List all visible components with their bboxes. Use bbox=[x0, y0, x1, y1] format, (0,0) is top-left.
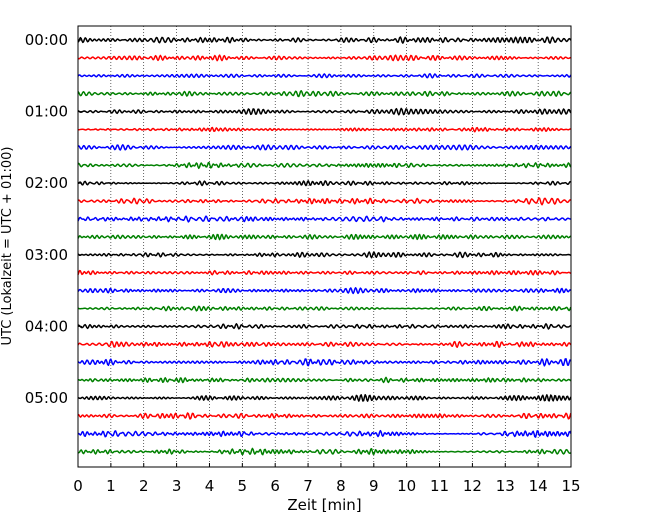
x-tick-label: 3 bbox=[172, 477, 182, 495]
seismic-trace bbox=[77, 233, 572, 241]
seismic-trace bbox=[77, 36, 572, 44]
seismic-trace bbox=[77, 215, 571, 223]
y-tick-label: 02:00 bbox=[25, 174, 68, 192]
seismic-trace bbox=[77, 412, 572, 420]
x-tick-label: 9 bbox=[369, 477, 379, 495]
x-tick-label: 2 bbox=[139, 477, 149, 495]
x-tick-label: 4 bbox=[205, 477, 215, 495]
y-tick-label: 01:00 bbox=[25, 103, 68, 121]
seismic-trace bbox=[77, 269, 572, 276]
x-tick-label: 14 bbox=[529, 477, 548, 495]
x-tick-label: 12 bbox=[463, 477, 482, 495]
y-axis-label: UTC (Lokalzeit = UTC + 01:00) bbox=[0, 147, 15, 346]
seismic-trace bbox=[77, 323, 572, 330]
plot-frame bbox=[77, 25, 572, 468]
seismic-trace bbox=[77, 287, 572, 295]
seismic-trace bbox=[77, 376, 572, 384]
x-tick-label: 6 bbox=[270, 477, 280, 495]
x-tick-label: 7 bbox=[303, 477, 313, 495]
seismic-trace bbox=[77, 251, 572, 259]
x-tick-label: 10 bbox=[397, 477, 416, 495]
x-axis-label: Zeit [min] bbox=[287, 496, 361, 514]
x-tick-label: 5 bbox=[238, 477, 248, 495]
seismic-trace bbox=[77, 429, 572, 438]
y-axis: 00:00 01:00 02:00 03:00 04:00 05:00 bbox=[25, 31, 82, 407]
x-tick-label: 13 bbox=[496, 477, 515, 495]
seismic-trace bbox=[77, 340, 572, 348]
seismic-trace bbox=[77, 447, 572, 456]
x-tick-label: 15 bbox=[561, 477, 580, 495]
y-tick-label: 00:00 bbox=[25, 31, 68, 49]
seismic-trace bbox=[77, 107, 572, 116]
seismic-trace bbox=[77, 54, 572, 62]
seismic-trace bbox=[77, 72, 572, 79]
seismic-trace bbox=[77, 393, 572, 402]
x-tick-label: 1 bbox=[106, 477, 116, 495]
x-tick-label: 8 bbox=[336, 477, 346, 495]
x-tick-label: 11 bbox=[430, 477, 449, 495]
y-tick-label: 04:00 bbox=[25, 317, 68, 335]
seismic-trace bbox=[77, 161, 572, 170]
y-tick-label: 05:00 bbox=[25, 389, 68, 407]
seismic-trace bbox=[77, 197, 571, 206]
seismic-trace bbox=[77, 90, 572, 98]
seismic-trace bbox=[77, 180, 571, 187]
trace-layer bbox=[77, 36, 572, 456]
seismic-trace bbox=[77, 126, 571, 133]
y-tick-label: 03:00 bbox=[25, 246, 68, 264]
x-tick-label: 0 bbox=[73, 477, 83, 495]
x-axis: 0 1 2 3 4 5 6 7 8 9 10 11 12 13 14 15 bbox=[73, 463, 581, 495]
seismic-trace bbox=[77, 358, 572, 367]
seismic-trace bbox=[77, 144, 572, 151]
seismic-trace bbox=[77, 305, 572, 312]
